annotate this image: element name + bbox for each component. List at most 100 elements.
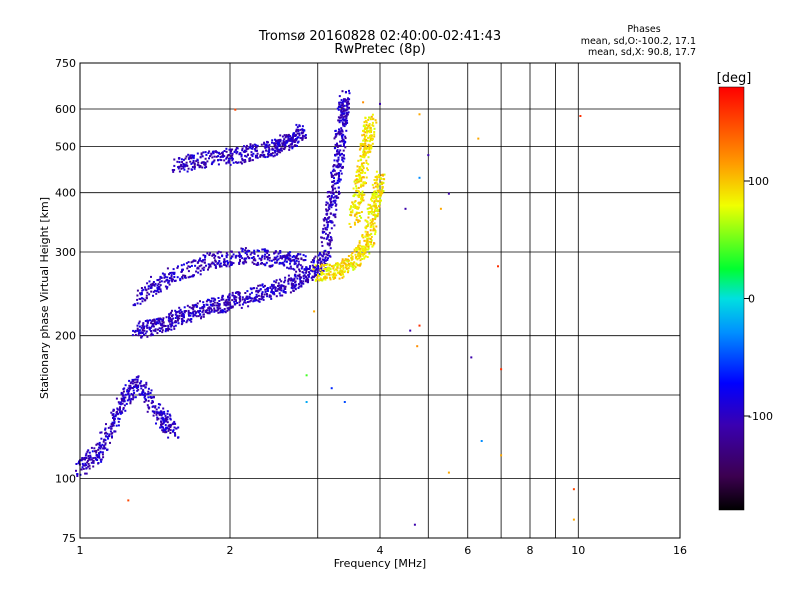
x-mode-point <box>347 263 350 265</box>
o-mode-point <box>282 290 285 293</box>
o-mode-point <box>199 273 202 276</box>
o-mode-point <box>199 165 202 167</box>
o-mode-point <box>270 265 273 268</box>
x-mode-point <box>359 253 362 256</box>
x-mode-point <box>354 179 357 182</box>
o-mode-point <box>170 277 173 280</box>
o-mode-point <box>301 271 304 273</box>
o-mode-point <box>174 313 177 316</box>
o-mode-point <box>270 297 273 300</box>
o-mode-point <box>139 381 142 384</box>
o-mode-point <box>102 440 105 443</box>
x-mode-point <box>358 191 361 194</box>
o-mode-point <box>235 148 237 151</box>
o-mode-point <box>167 427 170 430</box>
o-mode-point <box>225 254 228 257</box>
o-mode-point <box>197 315 200 318</box>
o-mode-point <box>344 91 347 94</box>
o-mode-point <box>228 294 231 297</box>
o-mode-point <box>138 320 141 323</box>
o-mode-point <box>244 260 247 262</box>
o-mode-point <box>289 251 292 254</box>
o-mode-point <box>249 293 252 296</box>
o-mode-point <box>166 410 169 413</box>
x-mode-point <box>318 274 321 277</box>
o-mode-point <box>110 427 113 430</box>
o-mode-point <box>294 287 297 290</box>
x-mode-point <box>365 129 368 132</box>
x-mode-point <box>327 269 330 272</box>
x-mode-point <box>369 222 372 225</box>
o-mode-point <box>88 464 91 467</box>
o-mode-point <box>272 142 275 145</box>
x-mode-point <box>348 259 351 262</box>
o-mode-point <box>111 425 114 428</box>
o-mode-point <box>88 467 91 470</box>
o-mode-point <box>297 263 300 266</box>
o-mode-point <box>247 305 250 308</box>
o-mode-point <box>149 326 152 329</box>
o-mode-point <box>187 318 190 321</box>
o-mode-point <box>282 142 285 145</box>
o-mode-point <box>186 319 189 322</box>
x-mode-point <box>354 207 357 209</box>
colorbar-unit: [deg] <box>717 71 752 86</box>
o-mode-point <box>273 291 275 294</box>
o-mode-point <box>272 148 274 151</box>
o-mode-point <box>198 265 201 268</box>
o-mode-point <box>300 267 303 270</box>
x-mode-point <box>367 210 370 213</box>
o-mode-point <box>215 304 218 307</box>
x-mode-point <box>359 147 362 150</box>
o-mode-point <box>336 132 339 135</box>
o-mode-point <box>270 154 273 157</box>
o-mode-point <box>140 387 143 390</box>
o-mode-point <box>327 221 330 223</box>
x-mode-point <box>371 121 374 124</box>
x-mode-point <box>368 131 371 134</box>
o-mode-point <box>233 151 236 153</box>
x-mode-point <box>369 237 372 240</box>
o-mode-point <box>337 163 340 166</box>
o-mode-point <box>190 162 193 165</box>
o-mode-point <box>217 256 220 259</box>
x-mode-point <box>374 190 377 193</box>
o-mode-point <box>159 284 162 287</box>
o-mode-point <box>122 397 125 400</box>
o-mode-point <box>290 279 292 282</box>
o-mode-point <box>170 311 173 314</box>
x-mode-point <box>367 216 370 219</box>
x-mode-point <box>357 206 360 209</box>
x-mode-point <box>363 148 366 151</box>
x-mode-point <box>381 186 384 188</box>
o-mode-point <box>84 462 87 465</box>
o-mode-point <box>176 266 179 269</box>
o-mode-point <box>238 297 241 300</box>
o-mode-point <box>205 264 207 267</box>
o-mode-point <box>104 435 107 438</box>
o-mode-point <box>332 168 335 171</box>
x-mode-point <box>323 277 325 280</box>
o-mode-point <box>249 297 252 300</box>
o-mode-point <box>151 400 154 402</box>
x-mode-point <box>359 262 362 265</box>
o-mode-point <box>174 433 177 436</box>
o-mode-point <box>146 321 149 324</box>
o-mode-point <box>329 236 332 238</box>
x-mode-point <box>366 239 369 242</box>
o-mode-point <box>329 247 332 250</box>
o-mode-point <box>340 99 343 102</box>
o-mode-point <box>126 389 129 391</box>
o-mode-point <box>272 286 275 289</box>
o-mode-point <box>311 259 314 262</box>
o-mode-point <box>305 279 307 282</box>
o-mode-point <box>344 100 347 103</box>
o-mode-point <box>176 319 179 322</box>
x-mode-point <box>363 124 366 127</box>
o-mode-point <box>346 119 348 122</box>
o-mode-point <box>292 267 295 270</box>
o-mode-point <box>82 467 85 470</box>
o-mode-point <box>182 158 185 161</box>
o-mode-point <box>313 272 316 275</box>
x-mode-point <box>351 265 354 268</box>
